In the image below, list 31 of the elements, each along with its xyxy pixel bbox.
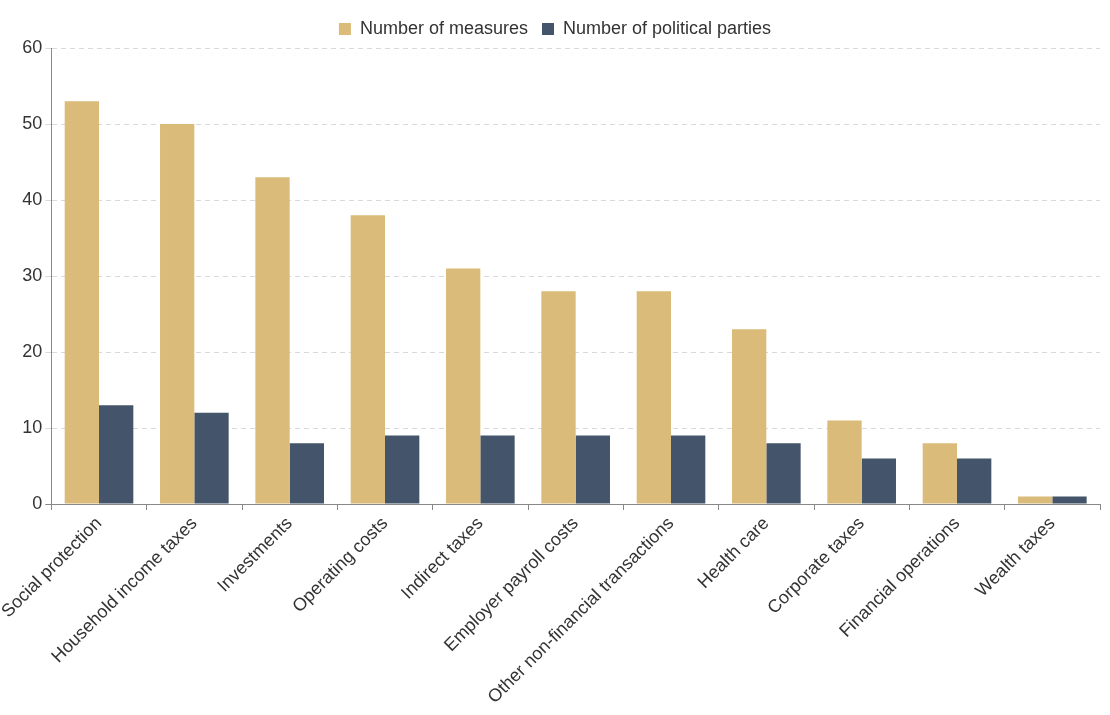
- bar: [194, 412, 229, 504]
- bar: [160, 124, 195, 504]
- bar: [732, 329, 767, 504]
- bar: [480, 435, 515, 504]
- bar: [541, 291, 576, 504]
- y-tick-label: 40: [22, 188, 43, 209]
- legend-label: Number of political parties: [562, 17, 772, 38]
- bar: [827, 420, 862, 504]
- legend-label: Number of measures: [359, 17, 528, 38]
- bar: [636, 291, 671, 504]
- bar: [922, 443, 957, 504]
- bar: [1018, 496, 1053, 504]
- bar: [289, 443, 324, 504]
- bar: [385, 435, 420, 504]
- bar: [99, 405, 134, 504]
- bar: [255, 177, 290, 504]
- bar: [861, 458, 896, 504]
- bar: [766, 443, 801, 504]
- bar: [671, 435, 706, 504]
- y-tick-label: 50: [22, 112, 43, 133]
- bar: [575, 435, 610, 504]
- y-tick-label: 30: [22, 264, 43, 285]
- bar: [1052, 496, 1087, 504]
- bar: [64, 101, 100, 504]
- bar: [446, 268, 481, 504]
- bar: [957, 458, 992, 504]
- y-tick-label: 0: [32, 492, 43, 513]
- y-tick-label: 20: [22, 340, 43, 361]
- bar: [350, 215, 386, 504]
- y-tick-label: 10: [22, 416, 43, 437]
- y-tick-label: 60: [22, 36, 43, 57]
